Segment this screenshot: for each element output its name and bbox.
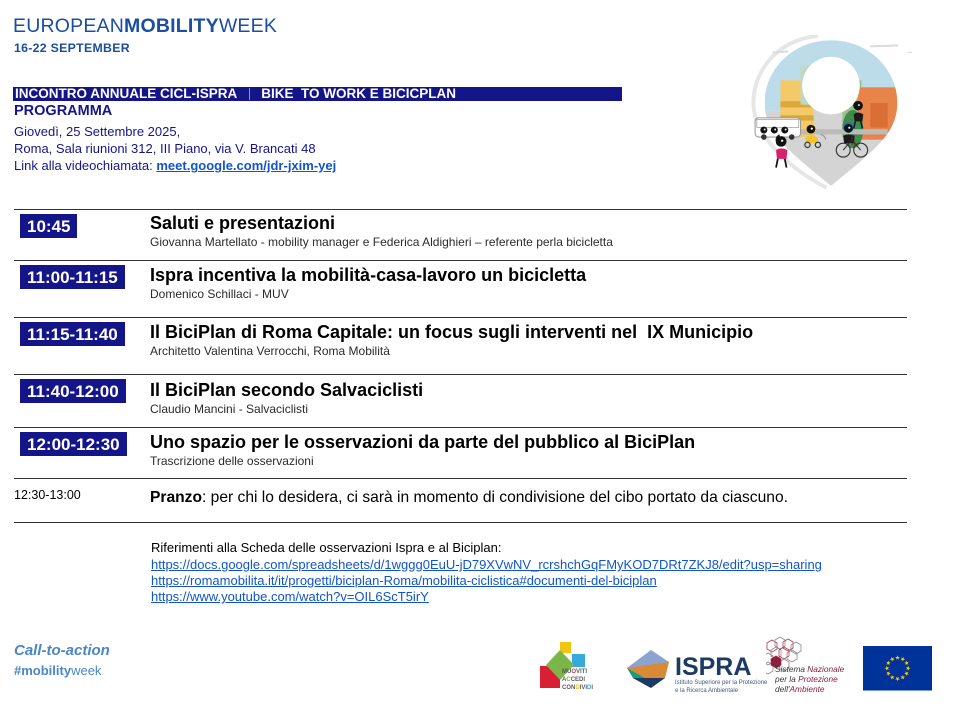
svg-text:Istituto Superiore per la Prot: Istituto Superiore per la Protezione <box>675 680 768 686</box>
svg-text:MUOVITI: MUOVITI <box>562 669 587 675</box>
svg-text:per la Protezione: per la Protezione <box>774 674 838 684</box>
svg-text:ACCEDI: ACCEDI <box>562 677 585 683</box>
svg-text:Sistema Nazionale: Sistema Nazionale <box>775 664 845 674</box>
svg-text:CONDIVIDI: CONDIVIDI <box>562 685 593 691</box>
svg-text:e la Ricerca Ambientale: e la Ricerca Ambientale <box>675 688 739 694</box>
svg-text:dell'Ambiente: dell'Ambiente <box>775 684 825 694</box>
svg-text:ISPRA: ISPRA <box>675 653 751 681</box>
